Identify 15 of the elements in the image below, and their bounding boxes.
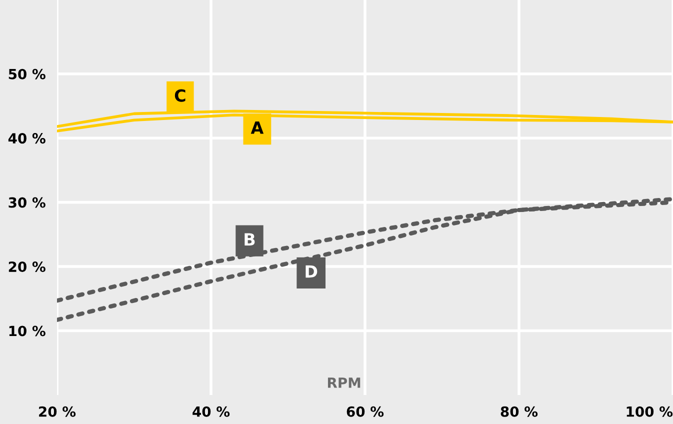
annotation: D [306,265,318,278]
annotation: B [244,233,255,246]
x-tick-label: 100 % [626,406,673,417]
annotation: C [174,89,186,102]
x-tick-label: 60 % [346,406,384,417]
x-tick-label: 40 % [192,406,230,417]
y-tick-label: 40 % [8,133,46,144]
x-tick-label: 20 % [39,406,76,417]
x-axis-title: RPM [328,378,360,388]
annotation: A [250,122,264,134]
x-tick-label: 80 % [500,406,538,417]
y-tick-label: 50 % [8,68,46,80]
y-tick-label: 20 % [8,262,46,272]
y-tick-label: 30 % [8,197,46,208]
y-tick-label: 10 % [9,326,46,336]
